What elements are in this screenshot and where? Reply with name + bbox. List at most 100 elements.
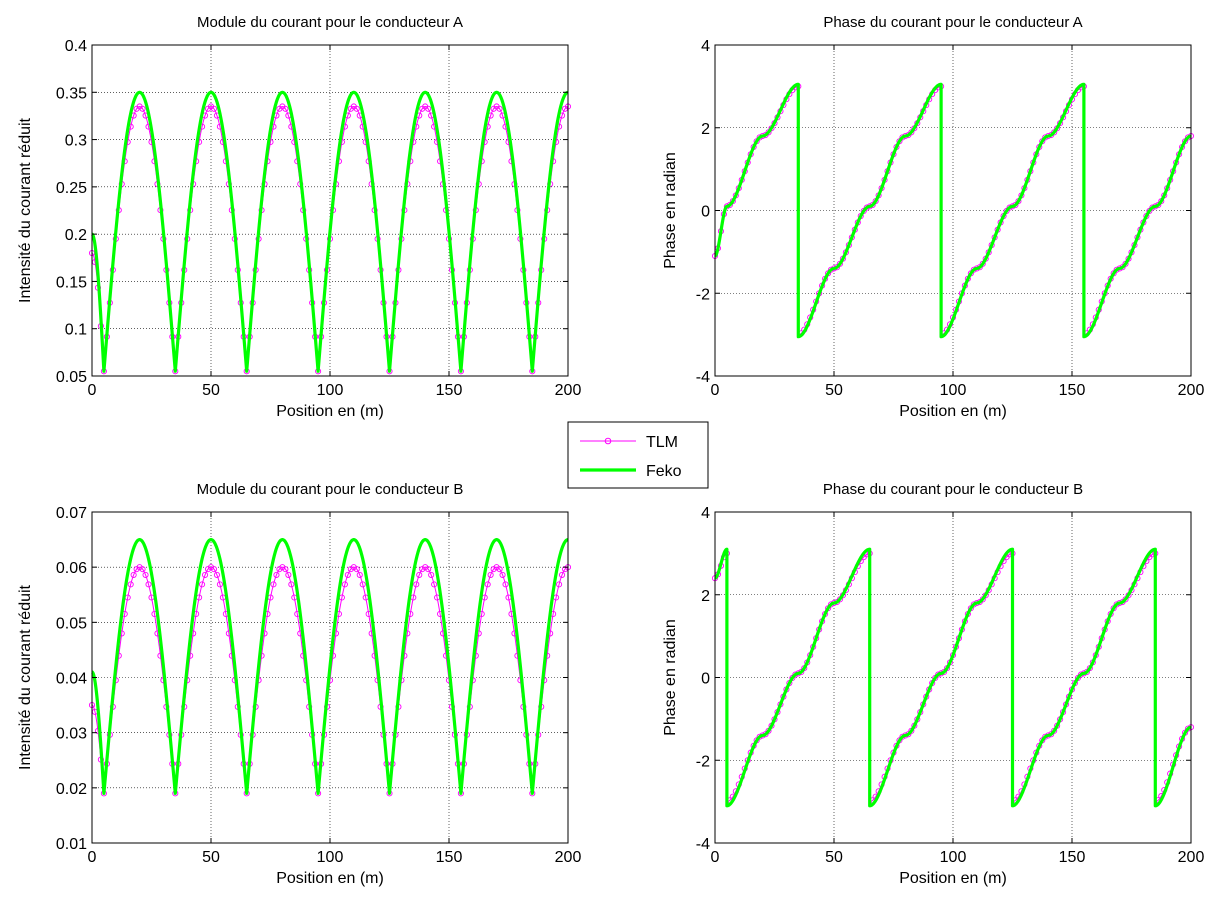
x-axis-label: Position en (m) [276,870,384,887]
x-axis-label: Position en (m) [899,870,1007,887]
y-tick-label: 0.04 [56,671,87,688]
x-axis-label: Position en (m) [276,403,384,420]
x-tick-label: 200 [555,382,582,399]
y-axis-label: Phase en radian [662,619,679,736]
panel-phaseB: 0 50 100 150 200 -4 -2 0 2 4 Phase du courant pour… [662,481,1204,887]
panel-moduleB: 0 50 100 150 200 0.01 0.02 0.03 0.04 0.05 0.06 0.07… [17,481,581,887]
y-tick-label: 0.1 [65,322,87,339]
chart-title: Module du courant pour le conducteur A [197,14,463,31]
legend-label: TLM [646,434,678,451]
y-tick-label: 2 [701,121,710,138]
legend-marker [604,437,612,445]
series-line-feko [90,537,569,795]
panel-moduleA: 0 50 100 150 200 0.05 0.1 0.15 0.2 0.25 0.3 0.35 0.4… [17,14,581,420]
data-point [559,571,566,578]
data-point [201,571,209,578]
data-point [145,581,152,588]
y-tick-label: -4 [696,369,710,386]
chart-title: Phase du courant pour le conducteur B [823,481,1083,498]
y-tick-label: -4 [696,836,710,853]
chart-title: Phase du courant pour le conducteur A [823,14,1082,31]
y-tick-label: 0.03 [56,726,87,743]
x-tick-label: 100 [317,849,344,866]
data-point [270,581,277,588]
series-feko [90,537,569,795]
y-tick-label: 0.35 [56,85,87,102]
data-point [556,581,563,588]
panel-phaseA: 0 50 100 150 200 -4 -2 0 2 4 Phase du courant pour… [662,14,1204,420]
data-point [502,581,509,588]
data-point [428,571,435,578]
y-tick-label: 0.05 [56,615,87,632]
legend: TLM Feko [567,421,709,489]
data-point [496,566,503,573]
chart-title: Module du courant pour le conducteur B [197,481,464,498]
data-point [199,581,206,588]
data-point [353,566,360,573]
data-point [431,581,438,588]
y-tick-label: 4 [701,38,710,55]
data-point [344,571,351,578]
data-point [425,566,432,573]
data-point [210,105,218,112]
data-point [416,571,423,578]
y-tick-label: 0.15 [56,274,87,291]
x-tick-label: 200 [1178,849,1205,866]
x-tick-label: 100 [940,849,967,866]
x-tick-label: 50 [202,382,220,399]
data-point [496,105,503,112]
data-point [282,566,289,573]
y-tick-label: 0.07 [56,505,87,522]
y-tick-label: 2 [701,588,710,605]
x-tick-label: 0 [88,849,97,866]
data-point [210,566,218,573]
legend-entry-feko: Feko [580,463,682,480]
data-point [356,571,363,578]
x-tick-label: 0 [711,849,720,866]
x-tick-label: 0 [88,382,97,399]
x-tick-label: 200 [1178,382,1205,399]
y-tick-label: -2 [696,286,710,303]
y-tick-label: -2 [696,753,710,770]
data-point [484,581,491,588]
legend-label: Feko [646,463,682,480]
series-line-feko [713,547,1192,808]
series-feko [90,90,569,373]
data-point [213,571,220,578]
data-point [425,105,432,112]
data-point [130,571,137,578]
y-tick-label: 0.2 [65,227,87,244]
x-axis-label: Position en (m) [899,403,1007,420]
data-point [282,105,289,112]
data-point [139,566,146,573]
series-feko [713,547,1192,808]
x-tick-label: 150 [1059,382,1086,399]
x-tick-label: 100 [317,382,344,399]
legend-entry-tlm: TLM [580,434,678,451]
y-tick-label: 0.25 [56,180,87,197]
series-feko [713,82,1192,339]
y-tick-label: 0.4 [65,38,87,55]
data-point [127,581,134,588]
x-tick-label: 50 [825,849,843,866]
x-tick-label: 0 [711,382,720,399]
data-point [142,571,149,578]
y-tick-label: 0.02 [56,781,87,798]
x-tick-label: 50 [202,849,220,866]
x-tick-label: 200 [555,849,582,866]
y-axis-label: Phase en radian [662,152,679,269]
legend-box [567,421,709,489]
y-tick-label: 0 [701,204,710,221]
data-point [273,571,280,578]
x-tick-label: 50 [825,382,843,399]
data-point [359,581,366,588]
data-point [499,571,506,578]
data-point [288,581,295,588]
data-point [413,581,420,588]
y-axis-label: Intensité du courant réduit [17,584,34,770]
data-point [216,581,223,588]
y-tick-label: 0.01 [56,836,87,853]
series-line-feko [90,90,569,373]
data-point [139,105,146,112]
